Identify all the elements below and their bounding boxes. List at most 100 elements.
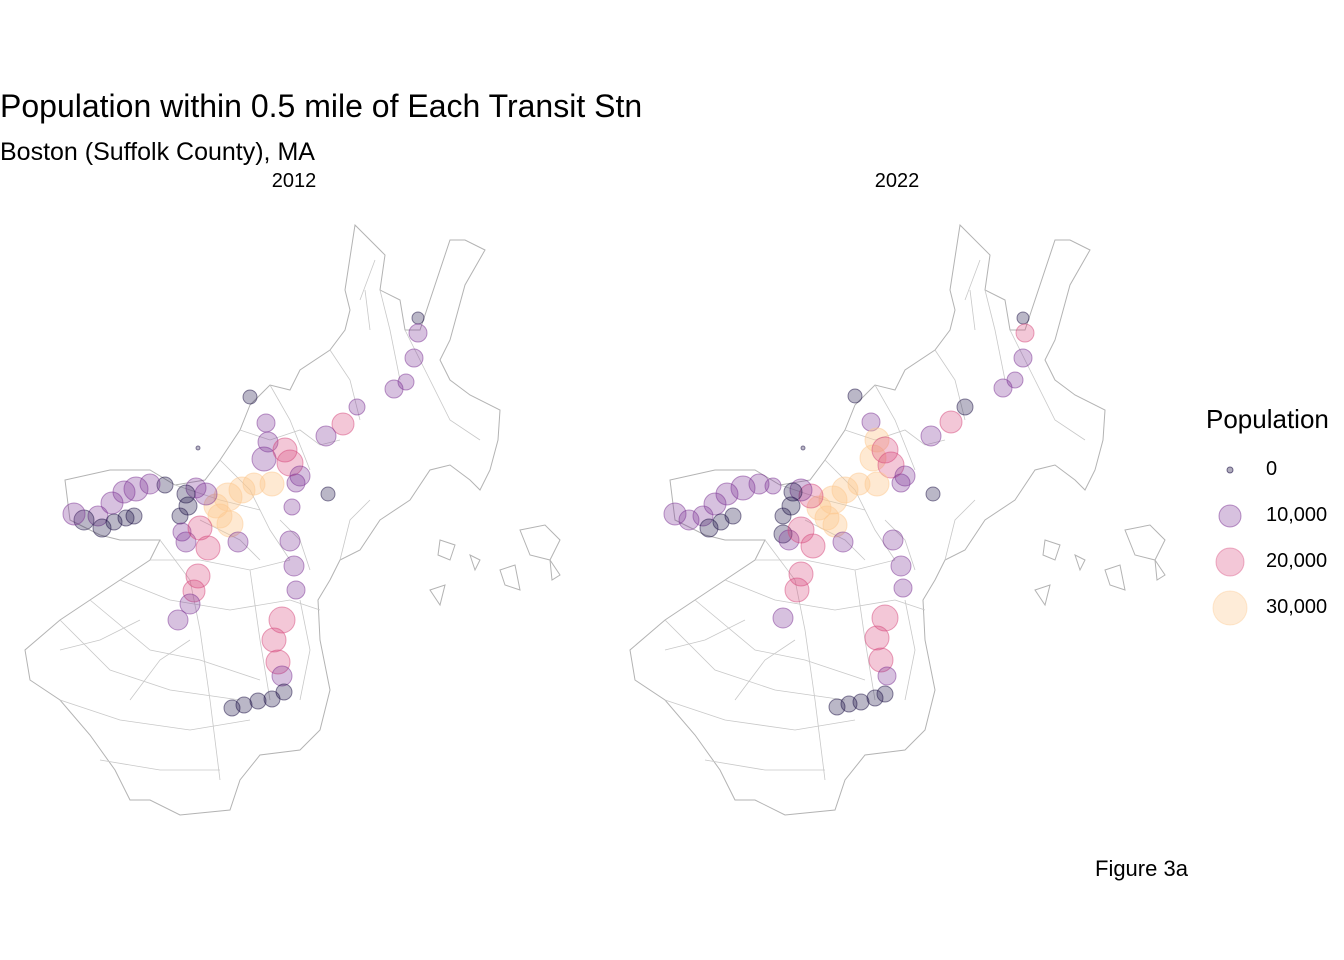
station-point	[263, 690, 281, 708]
station-point	[814, 505, 840, 531]
station-point	[283, 498, 301, 516]
station-point	[331, 412, 355, 436]
chart-subtitle: Boston (Suffolk County), MA	[0, 138, 315, 166]
station-point	[286, 473, 306, 493]
station-point	[847, 472, 871, 496]
legend-entry-10000: 10,000	[1206, 494, 1344, 540]
legend-label: 30,000	[1266, 596, 1328, 618]
station-point	[268, 606, 296, 634]
station-point	[663, 502, 687, 526]
station-point	[724, 507, 742, 525]
station-point	[187, 515, 213, 541]
facet-label-2012: 2012	[271, 170, 317, 192]
station-point	[176, 484, 196, 504]
station-point	[404, 348, 424, 368]
station-point	[228, 476, 256, 504]
legend-label: 20,000	[1266, 550, 1328, 572]
station-point	[1016, 311, 1030, 325]
station-point	[139, 473, 161, 495]
station-point	[185, 477, 207, 499]
station-point	[798, 483, 824, 509]
station-point	[62, 502, 86, 526]
station-point	[877, 666, 897, 686]
legend-entry-20000: 20,000	[1206, 540, 1344, 586]
figure-caption: Figure 3a	[1095, 856, 1188, 881]
station-point	[832, 531, 854, 553]
station-point	[866, 689, 884, 707]
station-point	[182, 579, 206, 603]
station-point	[800, 445, 806, 451]
station-point	[251, 446, 277, 472]
station-point	[882, 529, 904, 551]
station-point	[806, 495, 832, 521]
station-point	[1015, 323, 1035, 343]
station-point	[384, 379, 404, 399]
map-2012	[24, 224, 561, 816]
station-point	[411, 311, 425, 325]
station-point	[773, 524, 793, 544]
station-point	[315, 425, 337, 447]
station-point	[847, 388, 863, 404]
station-point	[179, 593, 201, 615]
station-point	[956, 398, 974, 416]
station-point	[784, 577, 810, 603]
stations-2012	[62, 311, 428, 717]
map-2022	[629, 224, 1166, 816]
station-point	[286, 580, 306, 600]
station-point	[893, 578, 913, 598]
station-point	[256, 413, 276, 433]
station-point	[692, 505, 714, 527]
legend-title: Population	[1206, 404, 1329, 434]
station-point	[185, 563, 211, 589]
station-point	[259, 471, 285, 497]
station-point	[408, 323, 428, 343]
station-point	[125, 507, 143, 525]
station-point	[156, 476, 174, 494]
station-point	[678, 509, 700, 531]
station-point	[195, 445, 201, 451]
legend: Population 0 10,000 20,000 30,000	[1206, 404, 1329, 626]
station-point	[877, 451, 905, 479]
station-point	[249, 692, 267, 710]
station-point	[772, 607, 794, 629]
station-point	[789, 478, 813, 502]
station-point	[227, 531, 249, 553]
station-point	[774, 507, 792, 525]
station-point	[783, 482, 803, 502]
station-point	[828, 698, 846, 716]
station-point	[1013, 348, 1033, 368]
station-point	[195, 535, 221, 561]
station-point	[715, 482, 739, 506]
station-point	[925, 486, 941, 502]
station-point	[730, 475, 756, 501]
legend-entry-30000: 30,000	[1206, 586, 1344, 632]
station-point	[175, 531, 197, 553]
station-point	[167, 609, 189, 631]
station-point	[891, 473, 911, 493]
station-point	[203, 493, 229, 519]
station-point	[320, 486, 336, 502]
station-point	[871, 604, 899, 632]
station-point	[703, 492, 727, 516]
chart-title: Population within 0.5 mile of Each Trans…	[0, 88, 643, 124]
station-point	[800, 533, 826, 559]
station-point	[265, 649, 291, 675]
station-point	[822, 512, 848, 538]
station-point	[993, 378, 1013, 398]
station-point	[778, 529, 800, 551]
station-point	[279, 530, 301, 552]
station-point	[348, 398, 366, 416]
station-point	[920, 425, 942, 447]
station-point	[788, 561, 814, 587]
station-point	[864, 625, 890, 651]
station-point	[216, 510, 244, 538]
legend-label: 0	[1266, 458, 1278, 480]
station-point	[242, 389, 258, 405]
station-point	[748, 473, 770, 495]
station-point	[868, 647, 894, 673]
station-point	[876, 685, 894, 703]
station-point	[261, 627, 287, 653]
stations-2022	[663, 311, 1035, 716]
station-point	[890, 555, 912, 577]
